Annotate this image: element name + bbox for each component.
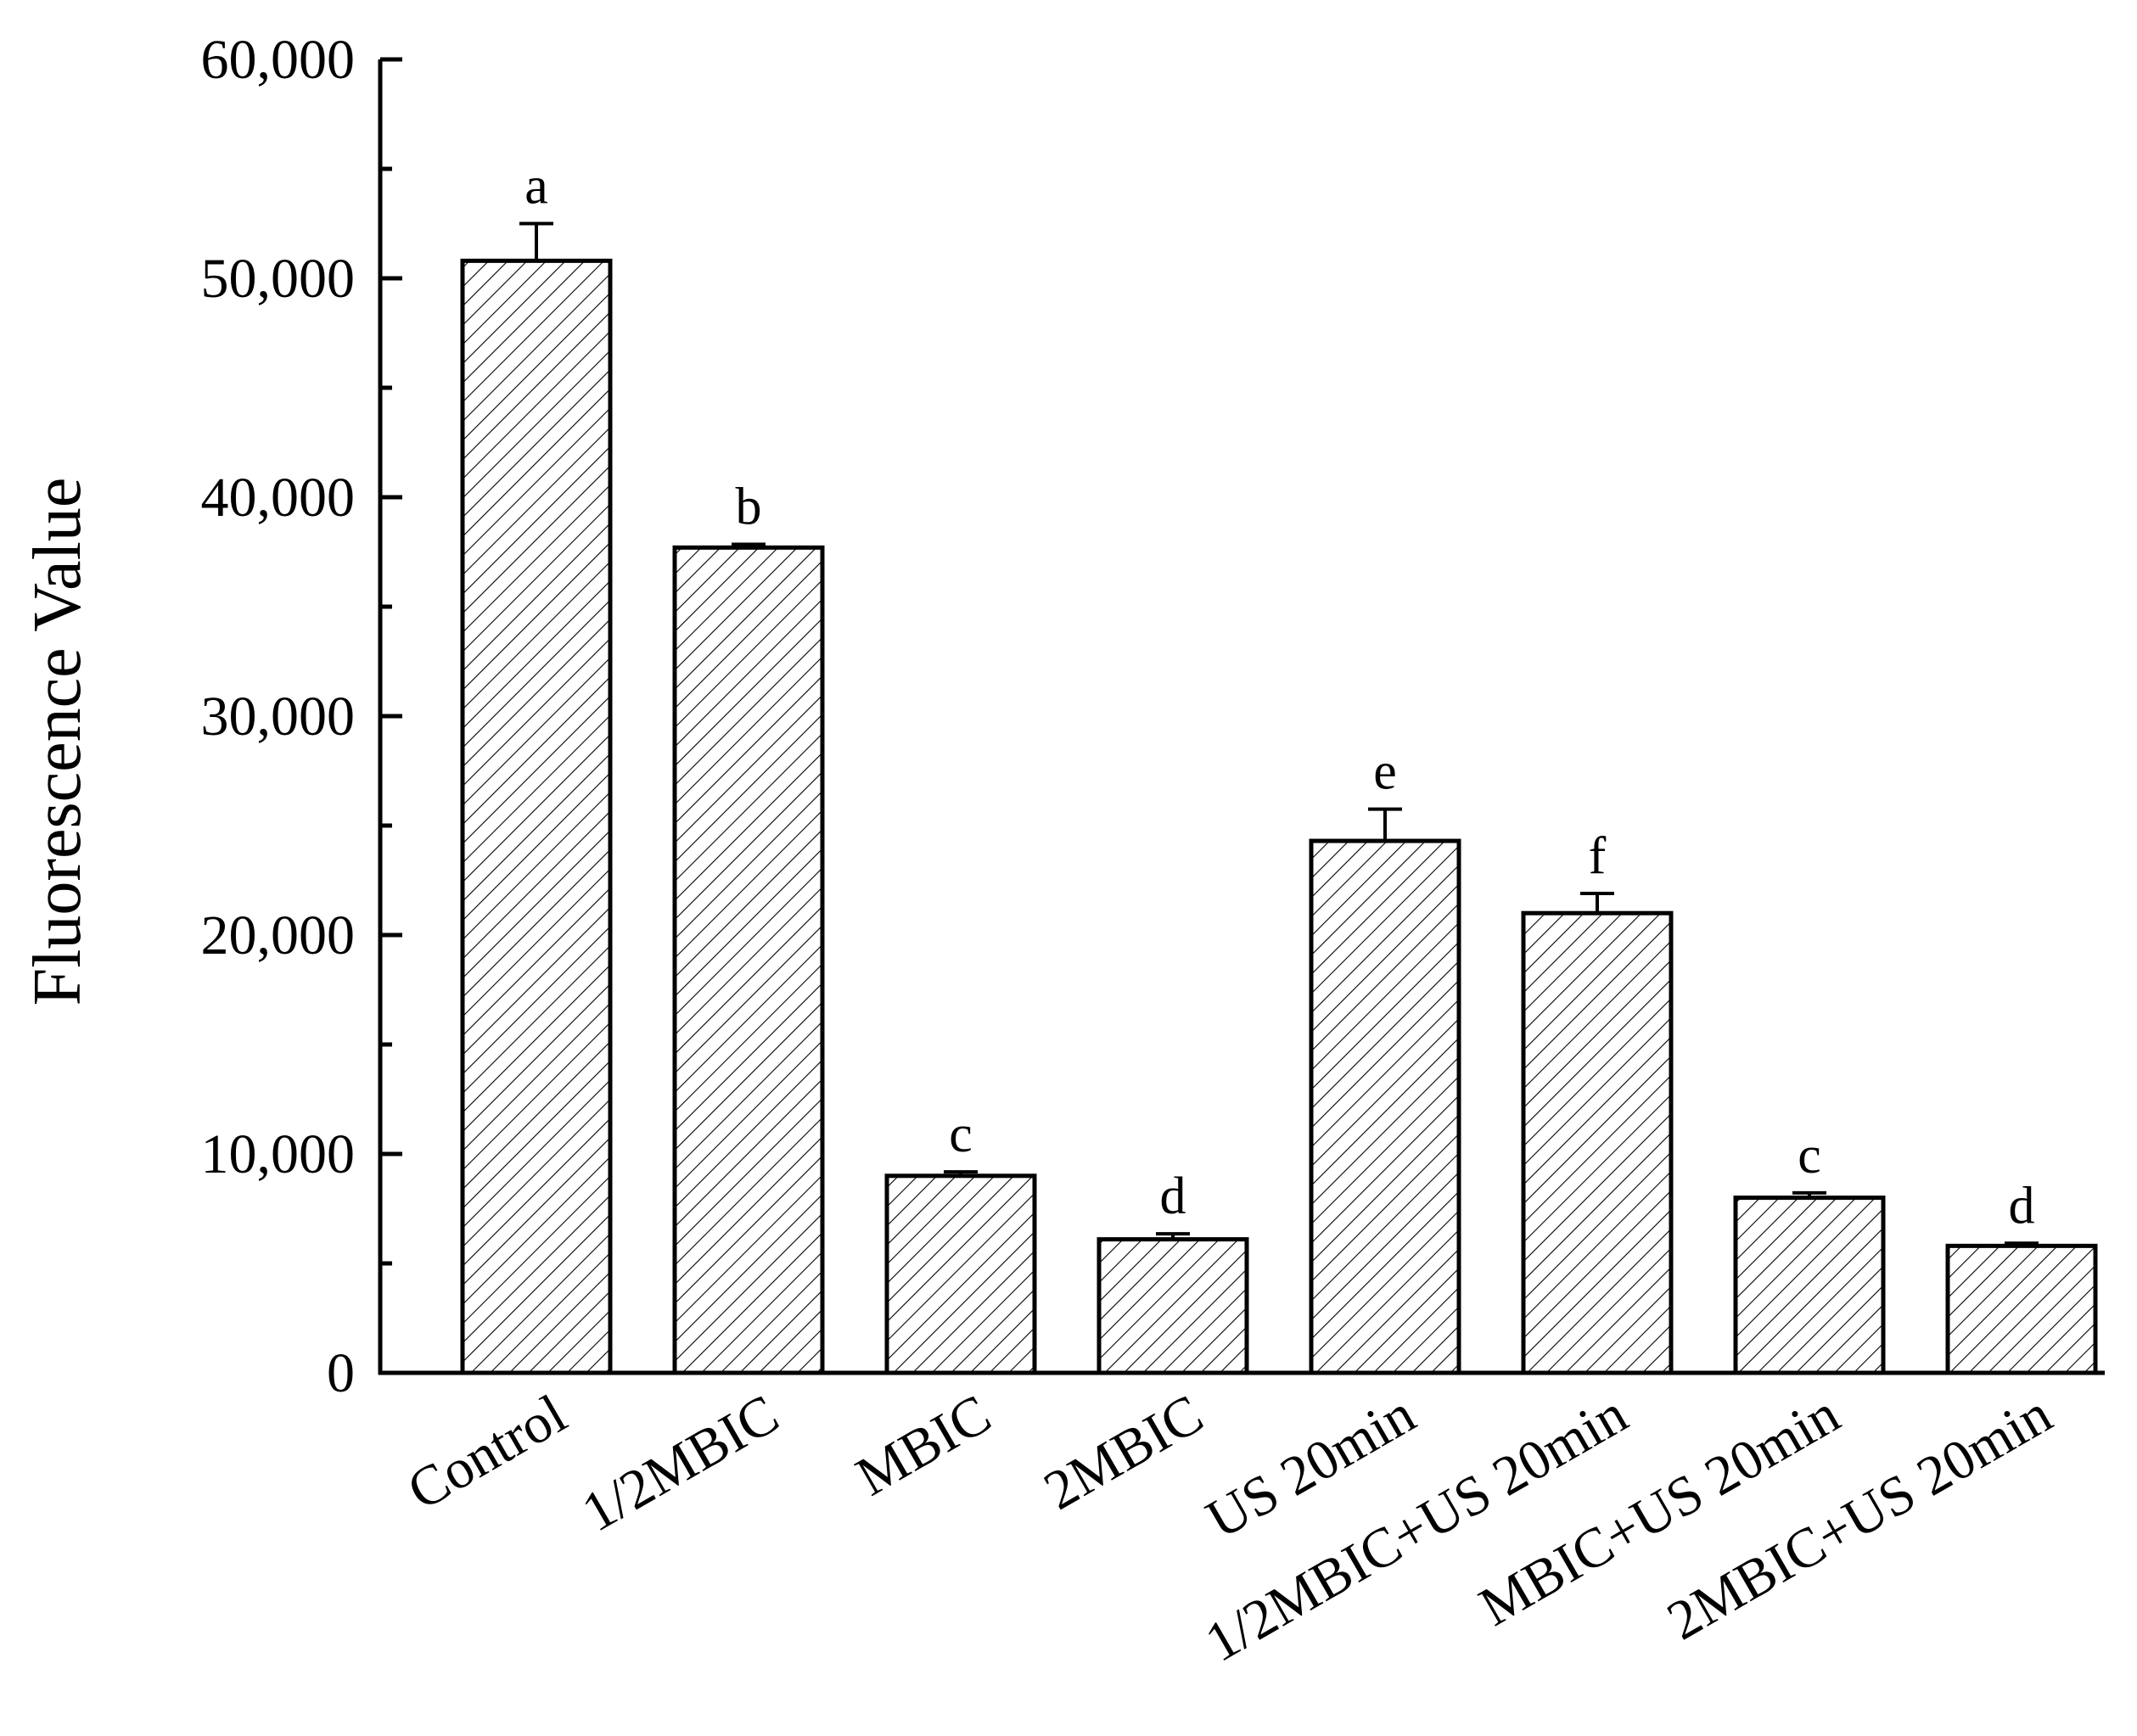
significance-label: a — [524, 158, 548, 216]
bars-layer: a b c d e f c d — [460, 158, 2098, 1375]
y-tick-label: 40,000 — [201, 467, 356, 529]
significance-label: c — [1798, 1127, 1821, 1184]
bar — [1945, 1243, 2098, 1375]
bar — [1521, 910, 1674, 1375]
y-tick-label: 10,000 — [201, 1123, 356, 1185]
x-tick-label: Control — [397, 1383, 576, 1522]
y-tick-label: 50,000 — [201, 248, 356, 310]
significance-label: c — [949, 1106, 973, 1163]
bar — [672, 545, 825, 1375]
significance-label: b — [736, 478, 762, 535]
axes-layer — [378, 59, 2105, 1375]
x-tick-label: 2MBIC — [1034, 1383, 1213, 1522]
y-tick-label: 0 — [327, 1342, 355, 1404]
y-axis-title: Fluorescence Value — [20, 478, 95, 1006]
significance-label: d — [1160, 1168, 1186, 1225]
significance-label: f — [1589, 827, 1607, 885]
y-tick-label: 20,000 — [201, 904, 356, 966]
bar — [884, 1173, 1037, 1375]
y-tick-label: 60,000 — [201, 29, 356, 91]
x-tick-label: 1/2MBIC — [572, 1383, 789, 1544]
x-tick-label: MBIC — [846, 1383, 1001, 1509]
bar — [1733, 1196, 1886, 1375]
x-tick-label: 2MBIC+US 20min — [1657, 1383, 2062, 1652]
bar — [1309, 838, 1461, 1375]
bar — [460, 258, 613, 1375]
y-tick-label: 30,000 — [201, 686, 356, 748]
bar — [1097, 1237, 1249, 1375]
significance-label: d — [2009, 1177, 2035, 1235]
significance-label: e — [1373, 743, 1397, 801]
y-ticks: 0 10,000 20,000 30,000 40,000 50,000 60,000 — [201, 29, 402, 1404]
